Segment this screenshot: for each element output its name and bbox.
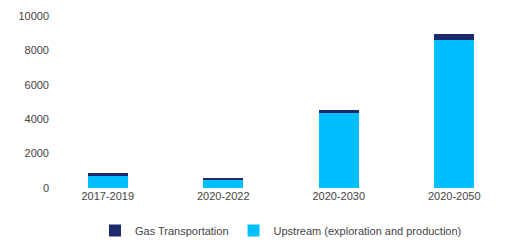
svg-text:2020-2022: 2020-2022 xyxy=(197,190,250,202)
svg-text:6000: 6000 xyxy=(25,79,49,91)
svg-text:2000: 2000 xyxy=(25,147,49,159)
svg-text:2020-2050: 2020-2050 xyxy=(428,190,481,202)
svg-text:10000: 10000 xyxy=(18,10,49,22)
svg-text:8000: 8000 xyxy=(25,44,49,56)
svg-text:Gas Transportation: Gas Transportation xyxy=(135,225,229,237)
svg-text:Upstream (exploration and prod: Upstream (exploration and production) xyxy=(274,225,462,237)
svg-text:4000: 4000 xyxy=(25,113,49,125)
svg-text:0: 0 xyxy=(43,182,49,194)
svg-text:2020-2030: 2020-2030 xyxy=(312,190,365,202)
svg-text:2017-2019: 2017-2019 xyxy=(81,190,134,202)
